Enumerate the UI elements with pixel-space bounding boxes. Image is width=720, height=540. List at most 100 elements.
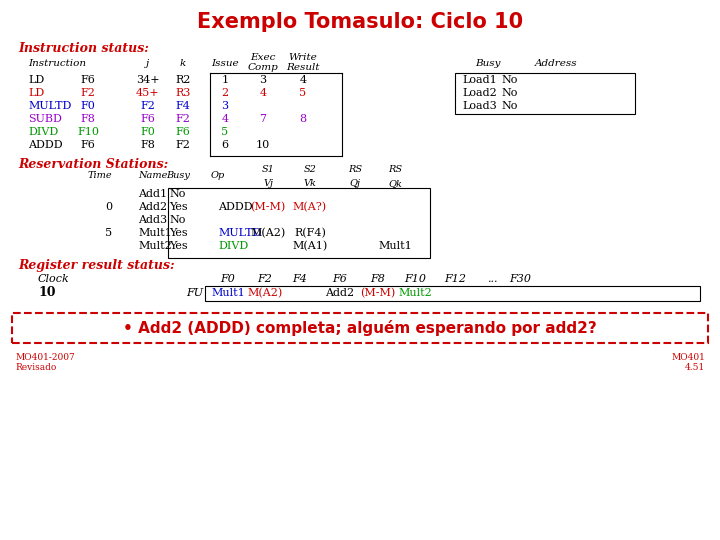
Text: 6: 6	[222, 140, 228, 150]
Text: Qk: Qk	[388, 179, 402, 188]
Text: Mult1: Mult1	[378, 241, 412, 251]
Text: Add1: Add1	[138, 189, 167, 199]
Text: Add2: Add2	[138, 202, 167, 212]
Text: Mult2: Mult2	[138, 241, 172, 251]
Text: F6: F6	[140, 114, 156, 124]
Text: Clock: Clock	[38, 274, 70, 284]
Text: 34+: 34+	[136, 75, 160, 85]
Text: F0: F0	[140, 127, 156, 137]
Text: Time: Time	[87, 171, 112, 179]
Text: Mult2: Mult2	[398, 288, 432, 298]
Text: F12: F12	[444, 274, 466, 284]
Text: Add2: Add2	[325, 288, 354, 298]
Text: F30: F30	[509, 274, 531, 284]
Text: Add3: Add3	[138, 215, 167, 225]
Text: No: No	[170, 189, 186, 199]
Text: ADDD: ADDD	[218, 202, 253, 212]
Text: F0: F0	[81, 101, 96, 111]
Text: Qj: Qj	[349, 179, 361, 188]
Text: F6: F6	[333, 274, 348, 284]
Text: MULTD: MULTD	[218, 228, 261, 238]
Text: (M-M): (M-M)	[251, 202, 286, 212]
Text: F2: F2	[81, 88, 96, 98]
Text: 10: 10	[38, 287, 55, 300]
Text: F6: F6	[176, 127, 190, 137]
Text: Reservation Stations:: Reservation Stations:	[18, 158, 168, 171]
Text: 5: 5	[300, 88, 307, 98]
Text: Load1: Load1	[462, 75, 497, 85]
Text: 3: 3	[259, 75, 266, 85]
Text: F2: F2	[176, 114, 190, 124]
Text: F8: F8	[371, 274, 385, 284]
Text: DIVD: DIVD	[28, 127, 58, 137]
Text: Register result status:: Register result status:	[18, 260, 175, 273]
Text: M(A?): M(A?)	[293, 202, 327, 212]
Text: MULTD: MULTD	[28, 101, 71, 111]
Bar	[455, 73, 635, 114]
Text: F10: F10	[404, 274, 426, 284]
Text: F8: F8	[81, 114, 96, 124]
Text: No: No	[170, 215, 186, 225]
Text: F10: F10	[77, 127, 99, 137]
Text: Vk: Vk	[304, 179, 316, 188]
Text: No: No	[502, 75, 518, 85]
Text: Write: Write	[289, 53, 318, 63]
Text: F8: F8	[140, 140, 156, 150]
Text: Load3: Load3	[462, 101, 497, 111]
Text: 4: 4	[259, 88, 266, 98]
Text: S2: S2	[304, 165, 316, 174]
Text: F0: F0	[220, 274, 235, 284]
Text: ...: ...	[487, 274, 498, 284]
Text: F4: F4	[176, 101, 190, 111]
Text: 10: 10	[256, 140, 270, 150]
Text: Issue: Issue	[211, 58, 239, 68]
Text: F4: F4	[292, 274, 307, 284]
Text: M(A2): M(A2)	[251, 228, 286, 238]
Text: Yes: Yes	[168, 202, 187, 212]
Text: 3: 3	[222, 101, 228, 111]
Text: R2: R2	[175, 75, 191, 85]
Text: Load2: Load2	[462, 88, 497, 98]
Text: R(F4): R(F4)	[294, 228, 326, 238]
Text: DIVD: DIVD	[218, 241, 248, 251]
Text: Address: Address	[535, 58, 577, 68]
Text: SUBD: SUBD	[28, 114, 62, 124]
Text: 1: 1	[222, 75, 228, 85]
Text: Mult1: Mult1	[211, 288, 245, 298]
Text: R3: R3	[175, 88, 191, 98]
Text: Exec: Exec	[251, 53, 276, 63]
Text: Instruction: Instruction	[28, 58, 86, 68]
Bar	[12, 313, 708, 343]
Text: Comp: Comp	[248, 64, 279, 72]
Text: 45+: 45+	[136, 88, 160, 98]
Text: 5: 5	[222, 127, 228, 137]
Text: Mult1: Mult1	[138, 228, 172, 238]
Text: No: No	[502, 88, 518, 98]
Text: F2: F2	[176, 140, 190, 150]
Text: Busy: Busy	[475, 58, 500, 68]
Text: 4: 4	[300, 75, 307, 85]
Text: MO401-2007
Revisado: MO401-2007 Revisado	[15, 353, 75, 373]
Text: k: k	[180, 58, 186, 68]
Text: j: j	[146, 58, 150, 68]
Text: MO401
4.51: MO401 4.51	[671, 353, 705, 373]
Text: Yes: Yes	[168, 241, 187, 251]
Text: Vj: Vj	[263, 179, 273, 188]
Text: F2: F2	[140, 101, 156, 111]
Text: 0: 0	[105, 202, 112, 212]
Text: Name: Name	[138, 171, 167, 179]
Text: F6: F6	[81, 75, 96, 85]
Text: 4: 4	[222, 114, 228, 124]
Text: S1: S1	[261, 165, 274, 174]
Text: Exemplo Tomasulo: Ciclo 10: Exemplo Tomasulo: Ciclo 10	[197, 12, 523, 32]
Text: RS: RS	[348, 165, 362, 174]
Text: No: No	[502, 101, 518, 111]
Text: • Add2 (ADDD) completa; alguém esperando por add2?: • Add2 (ADDD) completa; alguém esperando…	[123, 320, 597, 336]
Text: LD: LD	[28, 75, 44, 85]
Text: Instruction status:: Instruction status:	[18, 42, 149, 55]
Text: (M-M): (M-M)	[361, 288, 395, 298]
Text: M(A2): M(A2)	[248, 288, 283, 298]
Text: F2: F2	[258, 274, 272, 284]
Text: 7: 7	[259, 114, 266, 124]
Text: F6: F6	[81, 140, 96, 150]
